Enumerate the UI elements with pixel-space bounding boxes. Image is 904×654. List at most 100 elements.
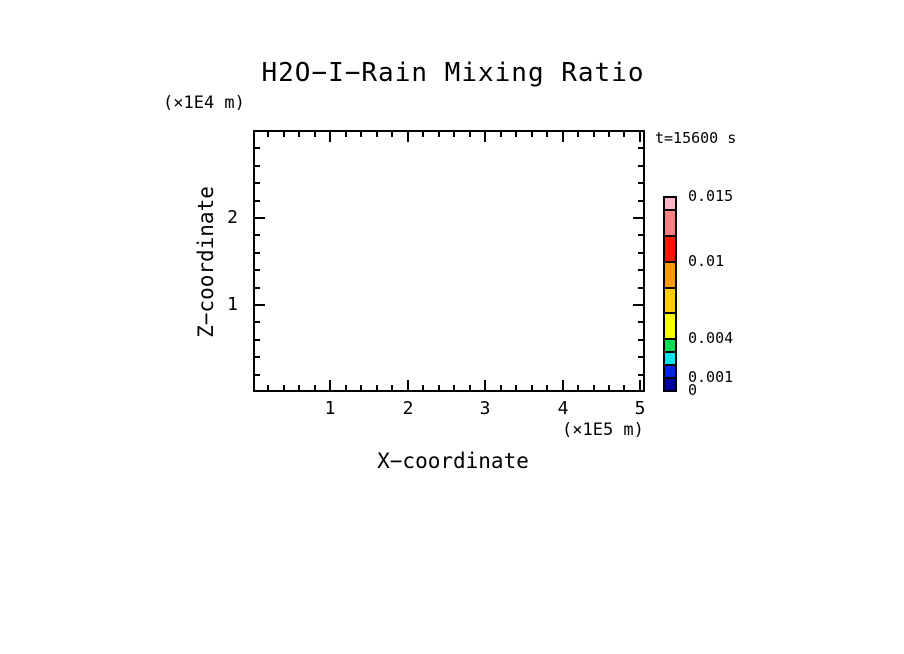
x-major-tick [329,132,331,142]
time-stamp-label: t=15600 s [655,129,737,147]
y-minor-tick [255,356,260,358]
x-minor-tick [623,132,625,137]
x-minor-tick [608,385,610,390]
x-minor-tick [531,132,533,137]
x-minor-tick [345,132,347,137]
y-minor-tick [255,339,260,341]
y-axis-title: Z−coordinate [194,186,218,338]
colorbar-cell [663,338,677,354]
x-minor-tick [267,385,269,390]
x-minor-tick [267,132,269,137]
x-minor-tick [515,385,517,390]
x-minor-tick [453,385,455,390]
plot-frame [253,130,645,392]
y-tick-label: 1 [227,294,238,315]
x-minor-tick [546,132,548,137]
x-minor-tick [531,385,533,390]
x-major-tick [407,380,409,390]
colorbar-cell [663,364,677,379]
x-major-tick [562,380,564,390]
colorbar-cell [663,312,677,341]
y-minor-tick [638,374,643,376]
x-minor-tick [422,385,424,390]
y-axis-unit-label: (×1E4 m) [163,93,245,113]
x-minor-tick [283,385,285,390]
colorbar-cell [663,260,677,289]
y-minor-tick [255,287,260,289]
colorbar-cell [663,196,677,211]
y-minor-tick [638,321,643,323]
y-minor-tick [255,182,260,184]
x-minor-tick [515,132,517,137]
y-major-tick [633,217,643,219]
y-tick-label: 2 [227,207,238,228]
x-major-tick [484,132,486,142]
x-minor-tick [376,385,378,390]
x-minor-tick [314,385,316,390]
y-minor-tick [255,200,260,202]
y-minor-tick [638,339,643,341]
x-tick-label: 2 [402,398,414,419]
colorbar-tick-label: 0.004 [688,329,734,348]
y-minor-tick [255,269,260,271]
colorbar-tick-label: 0.01 [688,251,725,270]
x-tick-label: 4 [557,398,569,419]
x-minor-tick [577,385,579,390]
x-tick-label: 1 [324,398,336,419]
y-minor-tick [638,252,643,254]
x-minor-tick [298,385,300,390]
y-minor-tick [255,374,260,376]
x-minor-tick [500,385,502,390]
x-minor-tick [391,385,393,390]
y-minor-tick [255,130,260,132]
colorbar-cell [663,208,677,237]
y-minor-tick [255,147,260,149]
x-axis-title: X−coordinate [377,449,529,473]
y-minor-tick [255,252,260,254]
y-minor-tick [638,269,643,271]
x-major-tick [329,380,331,390]
y-minor-tick [255,321,260,323]
colorbar-tick-label: 0.015 [688,187,734,205]
chart-title: H2O−I−Rain Mixing Ratio [261,58,645,88]
x-major-tick [407,132,409,142]
colorbar-cell [663,351,677,367]
x-major-tick [562,132,564,142]
x-minor-tick [360,385,362,390]
x-minor-tick [593,132,595,137]
colorbar-cell [663,286,677,315]
x-minor-tick [608,132,610,137]
x-minor-tick [546,385,548,390]
x-minor-tick [376,132,378,137]
x-minor-tick [360,132,362,137]
x-minor-tick [500,132,502,137]
x-minor-tick [469,385,471,390]
y-minor-tick [638,200,643,202]
colorbar-cell [663,377,677,392]
colorbar-tick-label: 0 [688,381,698,399]
y-major-tick [633,304,643,306]
x-major-tick [484,380,486,390]
x-minor-tick [391,132,393,137]
x-major-tick [639,132,641,142]
x-minor-tick [469,132,471,137]
x-tick-label: 3 [479,398,491,419]
y-minor-tick [638,130,643,132]
x-minor-tick [422,132,424,137]
y-minor-tick [638,147,643,149]
x-major-tick [639,380,641,390]
x-minor-tick [314,132,316,137]
x-tick-label: 5 [634,398,646,419]
x-minor-tick [623,385,625,390]
x-minor-tick [453,132,455,137]
colorbar-tick-label: 0.001 [688,368,734,387]
x-minor-tick [283,132,285,137]
y-minor-tick [255,165,260,167]
y-minor-tick [638,234,643,236]
colorbar-cell [663,234,677,263]
y-minor-tick [255,234,260,236]
y-major-tick [255,217,265,219]
y-minor-tick [638,356,643,358]
x-minor-tick [438,385,440,390]
